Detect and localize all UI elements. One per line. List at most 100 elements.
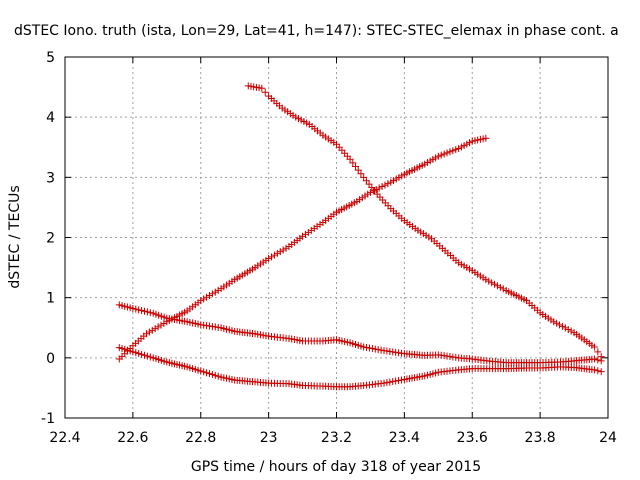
x-tick-label: 23.6: [457, 430, 488, 446]
data-point: [377, 346, 385, 354]
data-point: [258, 84, 266, 92]
data-point: [143, 308, 151, 316]
data-point: [197, 367, 205, 375]
series-3: [115, 301, 605, 367]
data-point: [142, 330, 150, 338]
data-point: [211, 371, 219, 379]
x-tick-label: 22.8: [185, 430, 216, 446]
data-point: [200, 368, 208, 376]
data-point: [397, 376, 405, 384]
data-point: [368, 345, 376, 353]
data-point: [561, 324, 569, 332]
data-point: [132, 305, 140, 313]
data-point: [363, 344, 371, 352]
data-point: [434, 152, 442, 160]
series-2: [244, 82, 605, 361]
data-point: [597, 368, 605, 376]
data-point: [485, 277, 493, 285]
data-point: [270, 251, 278, 259]
data-point: [151, 325, 159, 333]
series-4: [115, 344, 605, 391]
x-tick-label: 22.4: [49, 430, 80, 446]
data-point: [157, 321, 165, 329]
data-point: [197, 297, 205, 305]
data-point: [381, 181, 389, 189]
data-point: [214, 286, 222, 294]
data-point: [205, 292, 213, 300]
data-point: [556, 321, 564, 329]
data-point: [558, 322, 566, 330]
data-point: [261, 88, 269, 96]
data-point: [550, 318, 558, 326]
data-point: [371, 345, 379, 353]
x-tick-label: 24: [599, 430, 617, 446]
data-point: [440, 150, 448, 158]
data-point: [148, 326, 156, 334]
data-point: [129, 348, 137, 356]
data-point: [129, 304, 137, 312]
data-point: [346, 155, 354, 163]
y-tick-label: 1: [46, 291, 55, 307]
data-point: [374, 346, 382, 354]
data-point: [141, 307, 149, 315]
data-point: [146, 353, 154, 361]
data-point: [392, 377, 400, 385]
y-tick-label: 2: [46, 231, 55, 247]
data-point: [482, 276, 490, 284]
data-point: [276, 248, 284, 256]
data-point: [499, 285, 507, 293]
data-point: [496, 283, 504, 291]
data-point: [138, 350, 146, 358]
data-point: [352, 163, 360, 171]
data-point: [567, 327, 575, 335]
data-point: [594, 367, 602, 375]
data-point: [378, 183, 386, 191]
data-point: [590, 355, 598, 363]
data-point: [493, 282, 501, 290]
series-layer: [115, 82, 605, 391]
data-point: [203, 369, 211, 377]
data-point: [145, 328, 153, 336]
data-point: [265, 255, 273, 263]
data-point: [597, 357, 605, 365]
data-point: [395, 377, 403, 385]
data-point: [282, 244, 290, 252]
y-tick-label: 4: [46, 110, 55, 126]
data-point: [205, 370, 213, 378]
data-point: [357, 170, 365, 178]
data-point: [452, 146, 460, 154]
data-point: [553, 319, 561, 327]
data-point: [132, 349, 140, 357]
data-point: [354, 166, 362, 174]
data-point: [449, 147, 457, 155]
x-tick-label: 23.2: [321, 430, 352, 446]
y-tick-label: 3: [46, 170, 55, 186]
data-point: [366, 188, 374, 196]
data-point: [160, 319, 168, 327]
data-point: [279, 246, 287, 254]
data-point: [590, 343, 598, 351]
data-point: [375, 184, 383, 192]
data-point: [482, 134, 490, 142]
data-point: [365, 344, 373, 352]
series-1: [115, 134, 490, 363]
y-axis-label: dSTEC / TECUs: [7, 185, 23, 288]
data-point: [488, 279, 496, 287]
data-point: [138, 307, 146, 315]
data-point: [594, 356, 602, 364]
data-point: [491, 280, 499, 288]
data-point: [135, 306, 143, 314]
data-point: [154, 323, 162, 331]
data-point: [268, 253, 276, 261]
data-point: [384, 180, 392, 188]
data-point: [208, 371, 216, 379]
data-point: [372, 185, 380, 193]
y-tick-label: 5: [46, 50, 55, 66]
data-point: [200, 295, 208, 303]
x-tick-label: 23.8: [525, 430, 556, 446]
data-point: [203, 293, 211, 301]
data-point: [143, 352, 151, 360]
data-point: [594, 348, 602, 356]
